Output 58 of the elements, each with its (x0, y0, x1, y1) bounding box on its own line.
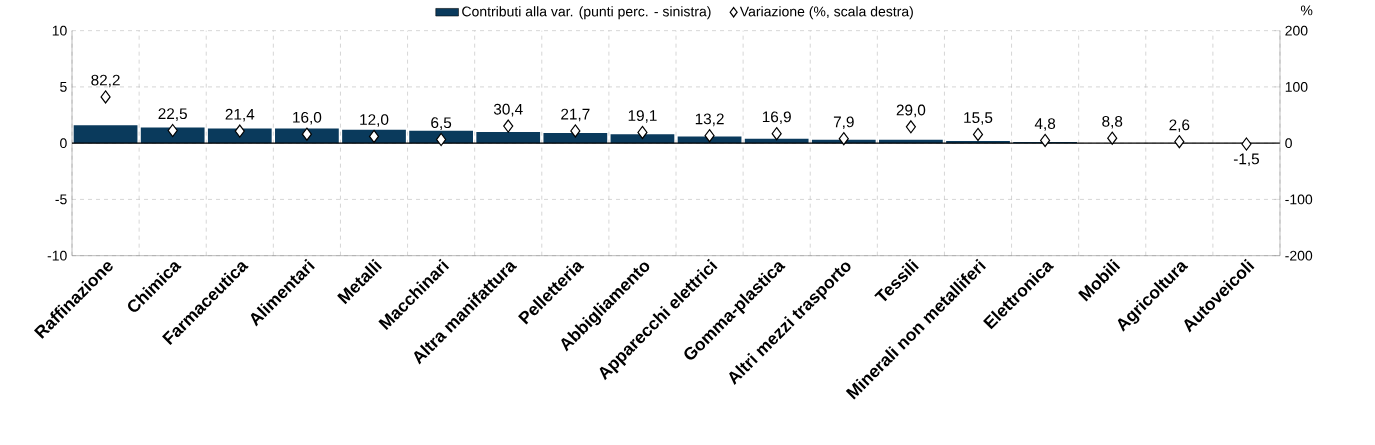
data-label: 12,0 (360, 114, 389, 127)
data-label: 82,2 (91, 74, 120, 88)
y2-tick-label: 100 (1285, 81, 1308, 92)
data-label: 13,2 (695, 113, 724, 127)
legend-label: Contributi alla var. (punti perc. - sinistra) (462, 6, 711, 20)
point (637, 125, 648, 140)
y-tick-label: 0 (60, 138, 67, 149)
bar (543, 133, 608, 144)
point (704, 129, 715, 143)
point (503, 119, 514, 133)
data-label: 29,0 (896, 104, 926, 118)
y2-tick-label: 200 (1285, 25, 1308, 36)
point (301, 127, 312, 141)
y2-tick-label: 0 (1285, 138, 1292, 149)
point (771, 127, 782, 141)
data-label: 2,6 (1169, 119, 1190, 133)
data-label: 19,1 (628, 110, 657, 123)
bar (73, 125, 138, 144)
point (1040, 133, 1051, 148)
data-label: 8,8 (1102, 115, 1123, 129)
data-label: 16,0 (293, 111, 322, 125)
point (167, 123, 178, 138)
point (234, 124, 245, 138)
point (436, 132, 447, 147)
data-label: 6,5 (431, 117, 452, 130)
bar (677, 136, 742, 144)
data-label: 4,8 (1034, 118, 1056, 131)
point (1174, 135, 1185, 149)
y-tick-label: -10 (47, 250, 67, 261)
point (100, 90, 111, 104)
data-label: 15,5 (964, 112, 993, 125)
data-label: 21,4 (225, 108, 255, 122)
point (1107, 131, 1118, 145)
point (570, 124, 581, 138)
y2-tick-label: -200 (1285, 250, 1313, 261)
data-label: 16,9 (762, 111, 791, 125)
y-tick-label: -5 (55, 194, 67, 205)
y2-tick-label: -100 (1285, 194, 1313, 205)
data-label: -1,5 (1233, 153, 1260, 167)
bar (476, 131, 541, 144)
point (838, 132, 849, 146)
bar (207, 128, 272, 144)
y-tick-label: 5 (60, 82, 67, 92)
y-tick-label: 10 (52, 25, 67, 36)
data-label: 30,4 (493, 103, 523, 117)
point (972, 127, 984, 142)
data-label: 22,5 (158, 108, 187, 121)
point (368, 129, 380, 143)
bar (140, 127, 205, 144)
bar (610, 134, 675, 144)
legend-label: Variazione (%, scala destra) (739, 6, 913, 20)
point (1241, 137, 1252, 151)
bar (946, 140, 1010, 144)
data-label: 7,9 (833, 116, 854, 130)
y2-axis-title: % (1300, 5, 1313, 16)
point (905, 120, 916, 134)
bar (342, 129, 406, 144)
data-label: 21,7 (561, 108, 590, 122)
